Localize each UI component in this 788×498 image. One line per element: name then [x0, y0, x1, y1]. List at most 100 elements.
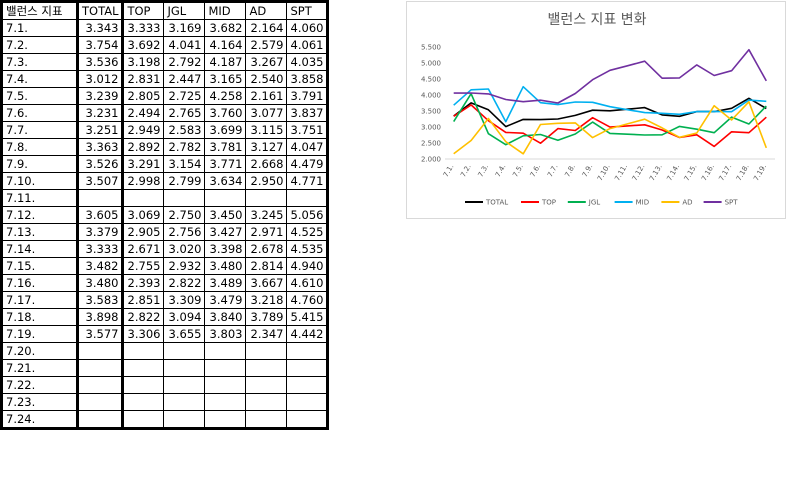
table-cell[interactable]: 3.379 [75, 223, 124, 241]
table-cell[interactable]: 2.822 [121, 308, 165, 326]
table-cell[interactable]: 3.306 [121, 325, 165, 343]
table-cell[interactable]: 3.115 [245, 121, 288, 139]
table-cell[interactable]: 3.363 [75, 138, 124, 156]
table-cell[interactable]: 2.949 [121, 121, 165, 139]
table-cell[interactable]: 3.781 [204, 138, 247, 156]
table-cell[interactable]: 2.814 [245, 257, 288, 275]
table-cell[interactable] [204, 410, 247, 429]
table-cell[interactable]: 3.309 [163, 291, 206, 309]
table-cell[interactable] [245, 342, 288, 360]
table-cell[interactable]: 2.805 [121, 87, 165, 105]
table-cell[interactable]: 3.231 [75, 104, 124, 122]
table-cell[interactable] [163, 393, 206, 411]
table-cell[interactable]: 3.482 [75, 257, 124, 275]
table-cell[interactable]: 2.579 [245, 36, 288, 54]
table-cell[interactable]: 2.447 [163, 70, 206, 88]
row-label-cell[interactable]: 7.5. [1, 87, 78, 105]
table-cell[interactable]: 3.634 [204, 172, 247, 190]
table-cell[interactable]: 2.765 [163, 104, 206, 122]
row-label-cell[interactable]: 7.22. [1, 376, 78, 394]
table-cell[interactable]: 3.655 [163, 325, 206, 343]
table-cell[interactable]: 3.267 [245, 53, 288, 71]
table-cell[interactable] [245, 410, 288, 429]
table-cell[interactable]: 3.154 [163, 155, 206, 173]
table-cell[interactable] [286, 189, 329, 207]
row-label-cell[interactable]: 7.6. [1, 104, 78, 122]
table-cell[interactable]: 2.668 [245, 155, 288, 173]
table-cell[interactable] [121, 376, 165, 394]
table-cell[interactable]: 3.898 [75, 308, 124, 326]
table-cell[interactable]: 2.792 [163, 53, 206, 71]
table-cell[interactable]: 4.060 [286, 19, 329, 37]
table-cell[interactable]: 2.755 [121, 257, 165, 275]
table-cell[interactable] [286, 393, 329, 411]
table-cell[interactable]: 2.971 [245, 223, 288, 241]
table-cell[interactable] [286, 376, 329, 394]
row-label-cell[interactable]: 7.16. [1, 274, 78, 292]
table-cell[interactable]: 2.851 [121, 291, 165, 309]
table-cell[interactable]: 3.682 [204, 19, 247, 37]
row-label-cell[interactable]: 7.8. [1, 138, 78, 156]
table-cell[interactable] [286, 410, 329, 429]
table-cell[interactable] [121, 359, 165, 377]
table-cell[interactable]: 3.479 [204, 291, 247, 309]
table-cell[interactable] [286, 359, 329, 377]
table-cell[interactable]: 2.494 [121, 104, 165, 122]
table-cell[interactable]: 3.245 [245, 206, 288, 224]
table-cell[interactable]: 4.035 [286, 53, 329, 71]
table-cell[interactable] [121, 189, 165, 207]
table-cell[interactable]: 4.164 [204, 36, 247, 54]
table-cell[interactable] [163, 359, 206, 377]
table-cell[interactable] [75, 359, 124, 377]
table-cell[interactable] [75, 189, 124, 207]
table-cell[interactable]: 2.671 [121, 240, 165, 258]
table-cell[interactable]: 4.771 [286, 172, 329, 190]
table-cell[interactable]: 3.165 [204, 70, 247, 88]
table-cell[interactable]: 2.161 [245, 87, 288, 105]
table-cell[interactable] [75, 376, 124, 394]
table-cell[interactable]: 3.751 [286, 121, 329, 139]
row-label-cell[interactable]: 7.12. [1, 206, 78, 224]
table-cell[interactable]: 3.251 [75, 121, 124, 139]
table-cell[interactable]: 3.507 [75, 172, 124, 190]
table-cell[interactable]: 3.536 [75, 53, 124, 71]
table-cell[interactable]: 3.450 [204, 206, 247, 224]
table-cell[interactable]: 3.480 [204, 257, 247, 275]
table-cell[interactable]: 3.699 [204, 121, 247, 139]
table-cell[interactable]: 2.950 [245, 172, 288, 190]
table-cell[interactable]: 3.020 [163, 240, 206, 258]
row-label-cell[interactable]: 7.23. [1, 393, 78, 411]
row-label-cell[interactable]: 7.2. [1, 36, 78, 54]
table-cell[interactable]: 3.667 [245, 274, 288, 292]
table-cell[interactable]: 3.771 [204, 155, 247, 173]
header-cell[interactable]: SPT [286, 1, 329, 20]
table-cell[interactable] [245, 189, 288, 207]
table-cell[interactable]: 3.489 [204, 274, 247, 292]
table-cell[interactable]: 3.427 [204, 223, 247, 241]
table-cell[interactable]: 3.577 [75, 325, 124, 343]
table-cell[interactable]: 3.583 [75, 291, 124, 309]
table-cell[interactable]: 3.789 [245, 308, 288, 326]
table-cell[interactable]: 3.754 [75, 36, 124, 54]
table-cell[interactable]: 3.239 [75, 87, 124, 105]
table-cell[interactable]: 4.525 [286, 223, 329, 241]
table-cell[interactable]: 3.127 [245, 138, 288, 156]
table-cell[interactable]: 2.831 [121, 70, 165, 88]
row-label-cell[interactable]: 7.7. [1, 121, 78, 139]
table-cell[interactable] [204, 342, 247, 360]
table-cell[interactable]: 2.583 [163, 121, 206, 139]
table-cell[interactable]: 2.393 [121, 274, 165, 292]
table-cell[interactable]: 4.760 [286, 291, 329, 309]
table-cell[interactable] [286, 342, 329, 360]
table-cell[interactable]: 3.526 [75, 155, 124, 173]
table-cell[interactable]: 3.077 [245, 104, 288, 122]
table-cell[interactable]: 4.041 [163, 36, 206, 54]
table-cell[interactable]: 2.164 [245, 19, 288, 37]
table-cell[interactable]: 2.799 [163, 172, 206, 190]
table-cell[interactable]: 3.692 [121, 36, 165, 54]
table-cell[interactable]: 3.291 [121, 155, 165, 173]
row-label-cell[interactable]: 7.3. [1, 53, 78, 71]
table-cell[interactable]: 3.858 [286, 70, 329, 88]
table-cell[interactable] [75, 393, 124, 411]
table-cell[interactable] [121, 342, 165, 360]
